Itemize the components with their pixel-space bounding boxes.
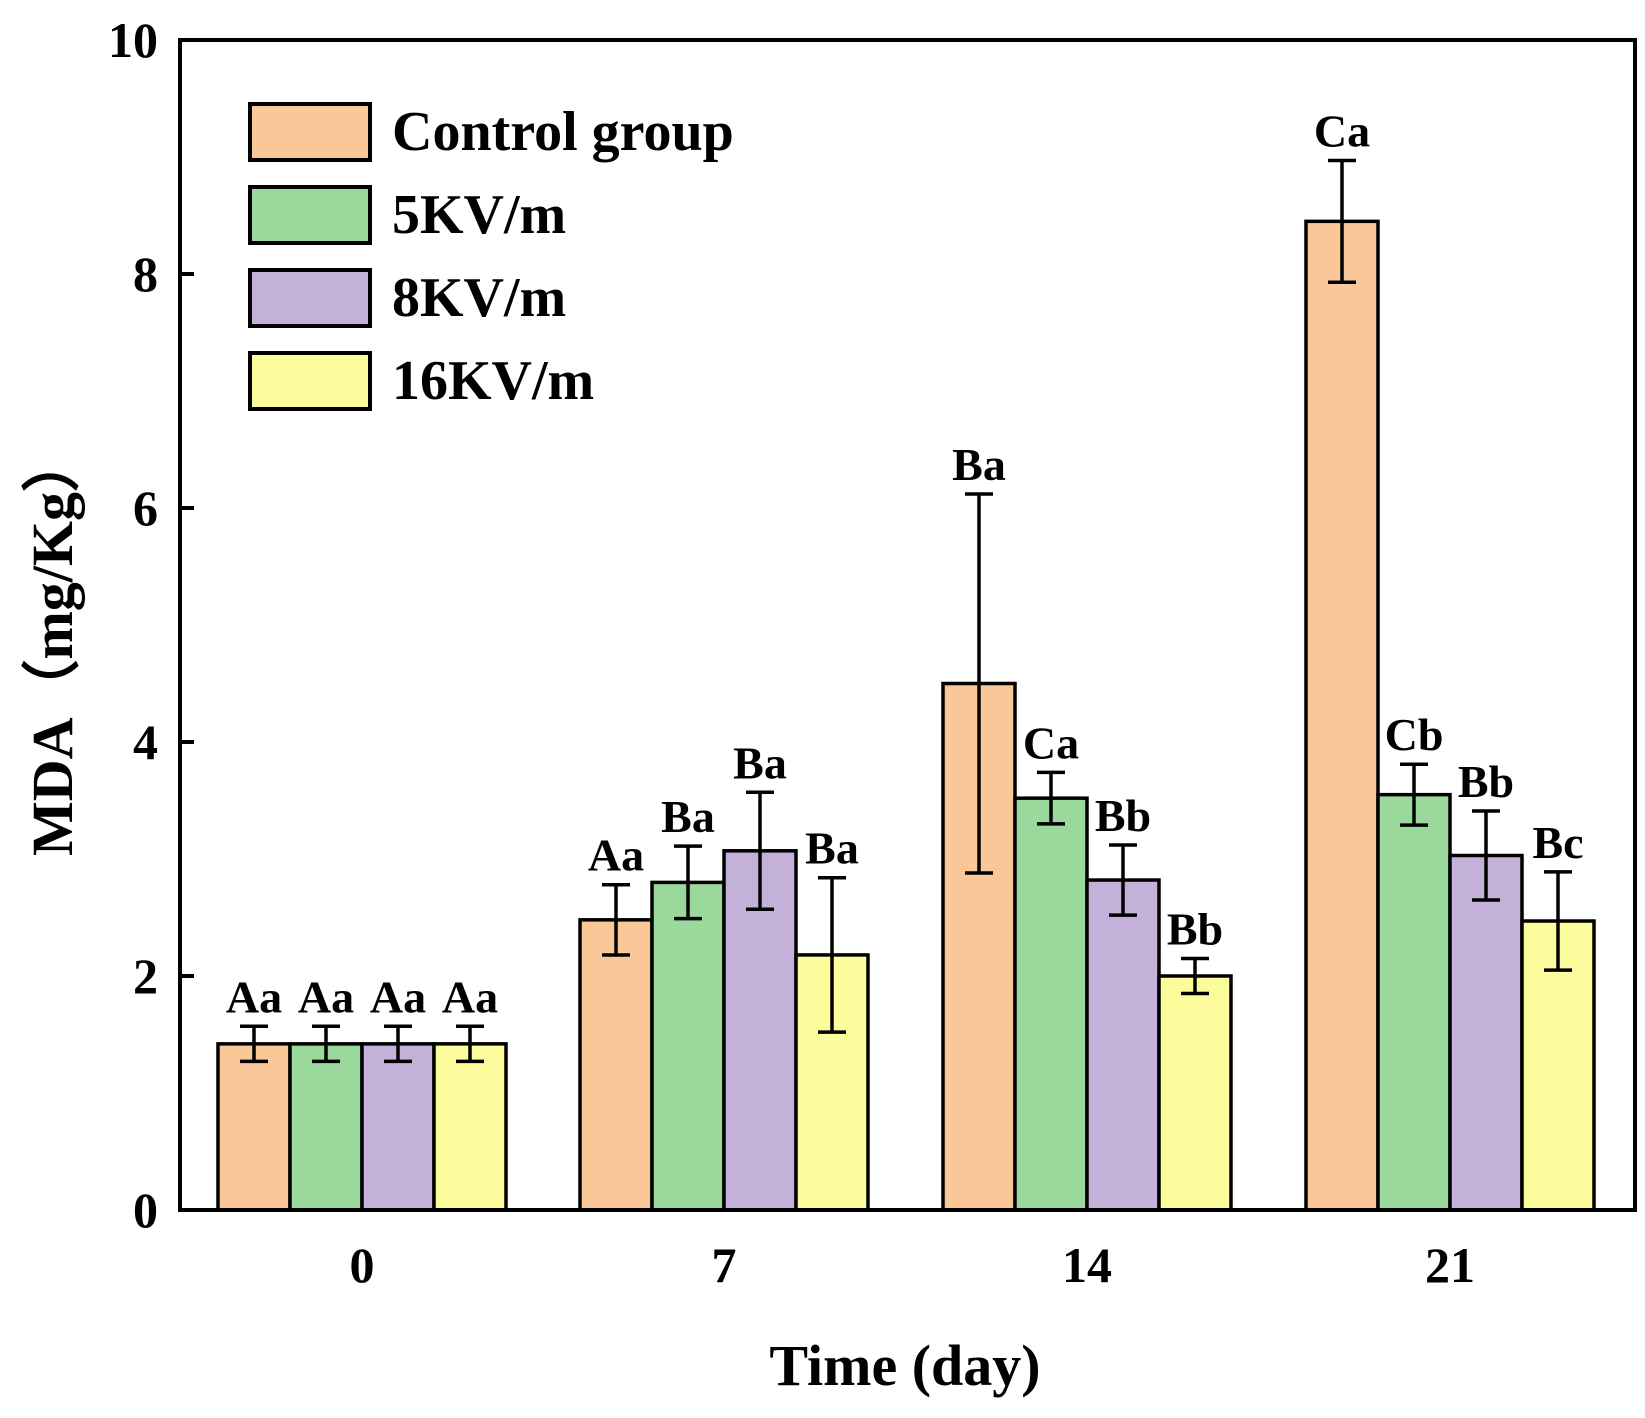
significance-labels-layer: Aa Aa Ba Ca Aa Ba Ca Cb Aa Ba Bb Bb Aa Ba Bb Bc [226,106,1584,1023]
significance-label: Aa [588,830,644,881]
y-axis-title: MDA（mg/Kg） [20,434,85,856]
bar [360,1042,436,1212]
legend: Control group 5KV/m 8KV/m 16KV/m [248,101,734,412]
significance-label: Bb [1167,903,1223,954]
bar [1157,974,1233,1212]
significance-label: Ca [1023,717,1079,768]
significance-label: Bb [1458,756,1514,807]
legend-swatch [248,185,372,245]
bar [288,1042,364,1212]
plot-frame [178,38,1637,1212]
significance-label: Aa [370,971,426,1022]
x-tick-label: 0 [350,1237,375,1293]
legend-swatch [248,102,372,162]
x-axis-title: Time (day) [769,1333,1040,1398]
x-tick-label: 14 [1062,1237,1112,1293]
y-tick-label: 10 [108,12,158,68]
bar [216,1042,292,1212]
significance-label: Ba [805,823,859,874]
significance-label: Aa [298,971,354,1022]
significance-label: Ba [733,737,787,788]
error-bars-layer [240,158,1572,1064]
legend-swatch [248,268,372,328]
significance-label: Aa [226,971,282,1022]
y-tick-label: 2 [133,948,158,1004]
significance-label: Aa [442,971,498,1022]
significance-label: Cb [1385,709,1444,760]
bar [1013,796,1089,1212]
y-tick-label: 0 [133,1182,158,1238]
bar [432,1042,508,1212]
y-tick-label: 8 [133,246,158,302]
significance-label: Ba [952,439,1006,490]
legend-label: 5KV/m [392,184,566,246]
axes-layer: 0 2 4 6 8 10 0 7 14 21 [108,12,1475,1293]
legend-label: 16KV/m [392,350,594,412]
significance-label: Bb [1095,790,1151,841]
significance-label: Ca [1314,106,1370,157]
significance-label: Ba [661,791,715,842]
y-tick-label: 6 [133,480,158,536]
legend-label: Control group [392,101,734,163]
bar [1448,853,1524,1212]
legend-swatch [248,351,372,411]
bar [1376,792,1452,1212]
bar [1085,878,1161,1212]
x-tick-label: 21 [1425,1237,1475,1293]
y-tick-label: 4 [133,714,158,770]
bar [650,880,726,1212]
bar [578,918,654,1212]
bar [1304,219,1380,1212]
significance-label: Bc [1532,817,1583,868]
x-tick-label: 7 [712,1237,737,1293]
legend-label: 8KV/m [392,267,566,329]
